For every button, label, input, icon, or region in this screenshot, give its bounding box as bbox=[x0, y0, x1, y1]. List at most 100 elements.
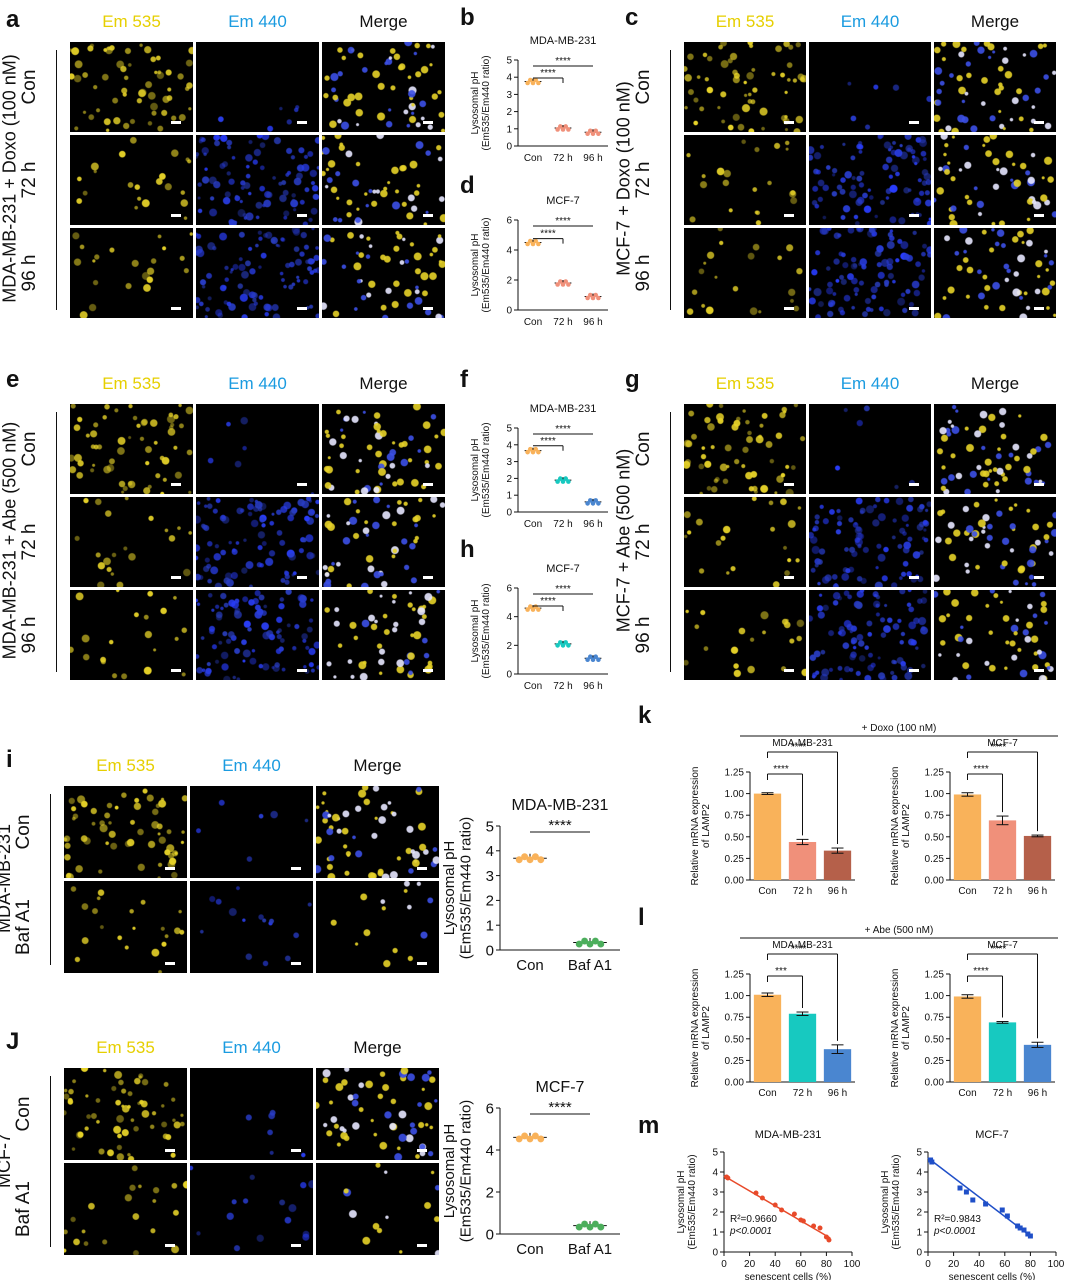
y-tick-label: 3 bbox=[916, 1188, 922, 1199]
data-point bbox=[597, 1223, 605, 1231]
data-point bbox=[596, 501, 601, 506]
data-point bbox=[593, 498, 598, 503]
y-tick-label: 1.25 bbox=[725, 970, 745, 981]
bar-k1-2 bbox=[823, 850, 852, 880]
data-point bbox=[525, 241, 530, 247]
y-tick-label: 2 bbox=[486, 1184, 494, 1201]
g-h72-em440-image bbox=[809, 497, 931, 587]
y-tick-label: 0.75 bbox=[925, 1013, 945, 1024]
e-con-merge-image bbox=[322, 404, 445, 494]
significance-stars: **** bbox=[991, 742, 1007, 753]
data-point bbox=[560, 479, 566, 484]
channel-header-em535: Em 535 bbox=[96, 756, 155, 775]
channel-header-em535: Em 535 bbox=[96, 1038, 155, 1057]
y-tick-label: 0.25 bbox=[925, 1056, 945, 1067]
y-axis-label-k2-line: of LAMP2 bbox=[901, 804, 912, 848]
y-axis-label-h: Lysosomal pH (Em535/Em440 ratio) bbox=[470, 583, 492, 678]
y-tick-label: 4 bbox=[486, 843, 494, 860]
x-tick-label: 100 bbox=[844, 1259, 861, 1270]
scale-bar bbox=[171, 121, 181, 124]
y-axis-label-b-line: Lysosomal pH bbox=[470, 72, 481, 135]
scale-bar bbox=[1034, 483, 1044, 486]
data-point bbox=[800, 1218, 806, 1224]
y-axis-label-l2-line: of LAMP2 bbox=[901, 1006, 912, 1050]
g-con-em440-image bbox=[809, 404, 931, 494]
data-point bbox=[536, 80, 541, 86]
scale-bar bbox=[417, 962, 427, 965]
j-con-em440-image bbox=[190, 1068, 313, 1160]
channel-header-em535: Em 535 bbox=[715, 374, 775, 393]
y-axis-label-k2: Relative mRNA expression of LAMP2 bbox=[890, 767, 912, 886]
y-axis-label-k1: Relative mRNA expression of LAMP2 bbox=[690, 767, 712, 886]
a-h72-em440-image bbox=[196, 135, 319, 225]
x-tick-label: Con bbox=[758, 1088, 776, 1099]
channel-header-merge: Merge bbox=[359, 12, 408, 31]
e-h96-merge-image bbox=[322, 590, 445, 680]
bar-l2-1 bbox=[988, 1022, 1017, 1082]
scale-bar bbox=[423, 307, 433, 310]
scale-bar bbox=[909, 214, 919, 217]
x-tick-label: Con bbox=[524, 519, 542, 530]
significance-stars: **** bbox=[555, 424, 571, 435]
a-h72-em535-image bbox=[70, 135, 193, 225]
x-tick-label: Con bbox=[516, 1241, 544, 1258]
y-tick-label: 0.50 bbox=[925, 832, 945, 843]
data-point bbox=[528, 446, 533, 452]
data-point bbox=[526, 1135, 534, 1143]
x-tick-label: Con bbox=[516, 957, 544, 974]
data-point bbox=[593, 654, 598, 660]
g-h96-em535-image bbox=[684, 590, 806, 680]
y-tick-label: 5 bbox=[916, 1148, 922, 1159]
scale-bar bbox=[423, 214, 433, 217]
x-tick-label: 96 h bbox=[583, 519, 602, 530]
data-point bbox=[563, 124, 568, 129]
header-k: + Doxo (100 nM) bbox=[862, 723, 937, 734]
panel-label-e: e bbox=[6, 366, 20, 393]
data-point bbox=[521, 853, 529, 861]
y-tick-label: 0.50 bbox=[725, 832, 745, 843]
y-tick-label: 0 bbox=[916, 1248, 922, 1259]
chart-title-l1: MDA-MB-231 bbox=[772, 940, 833, 951]
data-point bbox=[558, 279, 563, 284]
y-tick-label: 4 bbox=[506, 440, 512, 451]
y-tick-label: 5 bbox=[712, 1148, 718, 1159]
significance-stars: **** bbox=[548, 1099, 572, 1116]
c-h72-merge-image bbox=[934, 135, 1056, 225]
y-tick-label: 1 bbox=[712, 1228, 718, 1239]
y-axis-label-f: Lysosomal pH (Em535/Em440 ratio) bbox=[470, 422, 492, 517]
a-h72-merge-image bbox=[322, 135, 445, 225]
data-point bbox=[759, 1195, 765, 1201]
panel-label-J: J bbox=[6, 1028, 20, 1055]
bar-k1-0 bbox=[753, 793, 782, 880]
y-tick-label: 6 bbox=[506, 584, 512, 595]
group-bracket-line bbox=[56, 412, 57, 672]
data-point bbox=[725, 1175, 731, 1181]
x-tick-label: 0 bbox=[925, 1259, 931, 1270]
data-point bbox=[563, 476, 568, 481]
data-point bbox=[1017, 1225, 1023, 1231]
scale-bar bbox=[909, 121, 919, 124]
j-baf-em535-image bbox=[64, 1163, 187, 1255]
data-point bbox=[591, 937, 599, 945]
data-point bbox=[563, 279, 568, 284]
channel-header-em440: Em 440 bbox=[222, 1038, 281, 1057]
x-tick-label: 80 bbox=[1025, 1259, 1037, 1270]
x-tick-label: 20 bbox=[948, 1259, 960, 1270]
chart-title-b: MDA-MB-231 bbox=[530, 35, 597, 47]
data-point bbox=[585, 295, 590, 301]
data-point bbox=[528, 604, 533, 609]
data-point bbox=[581, 937, 589, 945]
y-tick-label: 0 bbox=[506, 306, 512, 317]
scale-bar bbox=[1034, 576, 1044, 579]
bar-k2-0 bbox=[953, 794, 982, 880]
data-point bbox=[536, 241, 541, 247]
panel-label-k: k bbox=[638, 702, 652, 729]
data-point bbox=[1027, 1233, 1033, 1239]
p-label-m1: p<0.0001 bbox=[729, 1226, 772, 1237]
y-axis-label-d: Lysosomal pH (Em535/Em440 ratio) bbox=[470, 217, 492, 312]
data-point bbox=[555, 127, 560, 132]
y-tick-label: 1 bbox=[506, 124, 512, 135]
y-tick-label: 1.00 bbox=[925, 991, 945, 1002]
y-axis-label-J: Lysosomal pH (Em535/Em440 ratio) bbox=[441, 1100, 475, 1243]
